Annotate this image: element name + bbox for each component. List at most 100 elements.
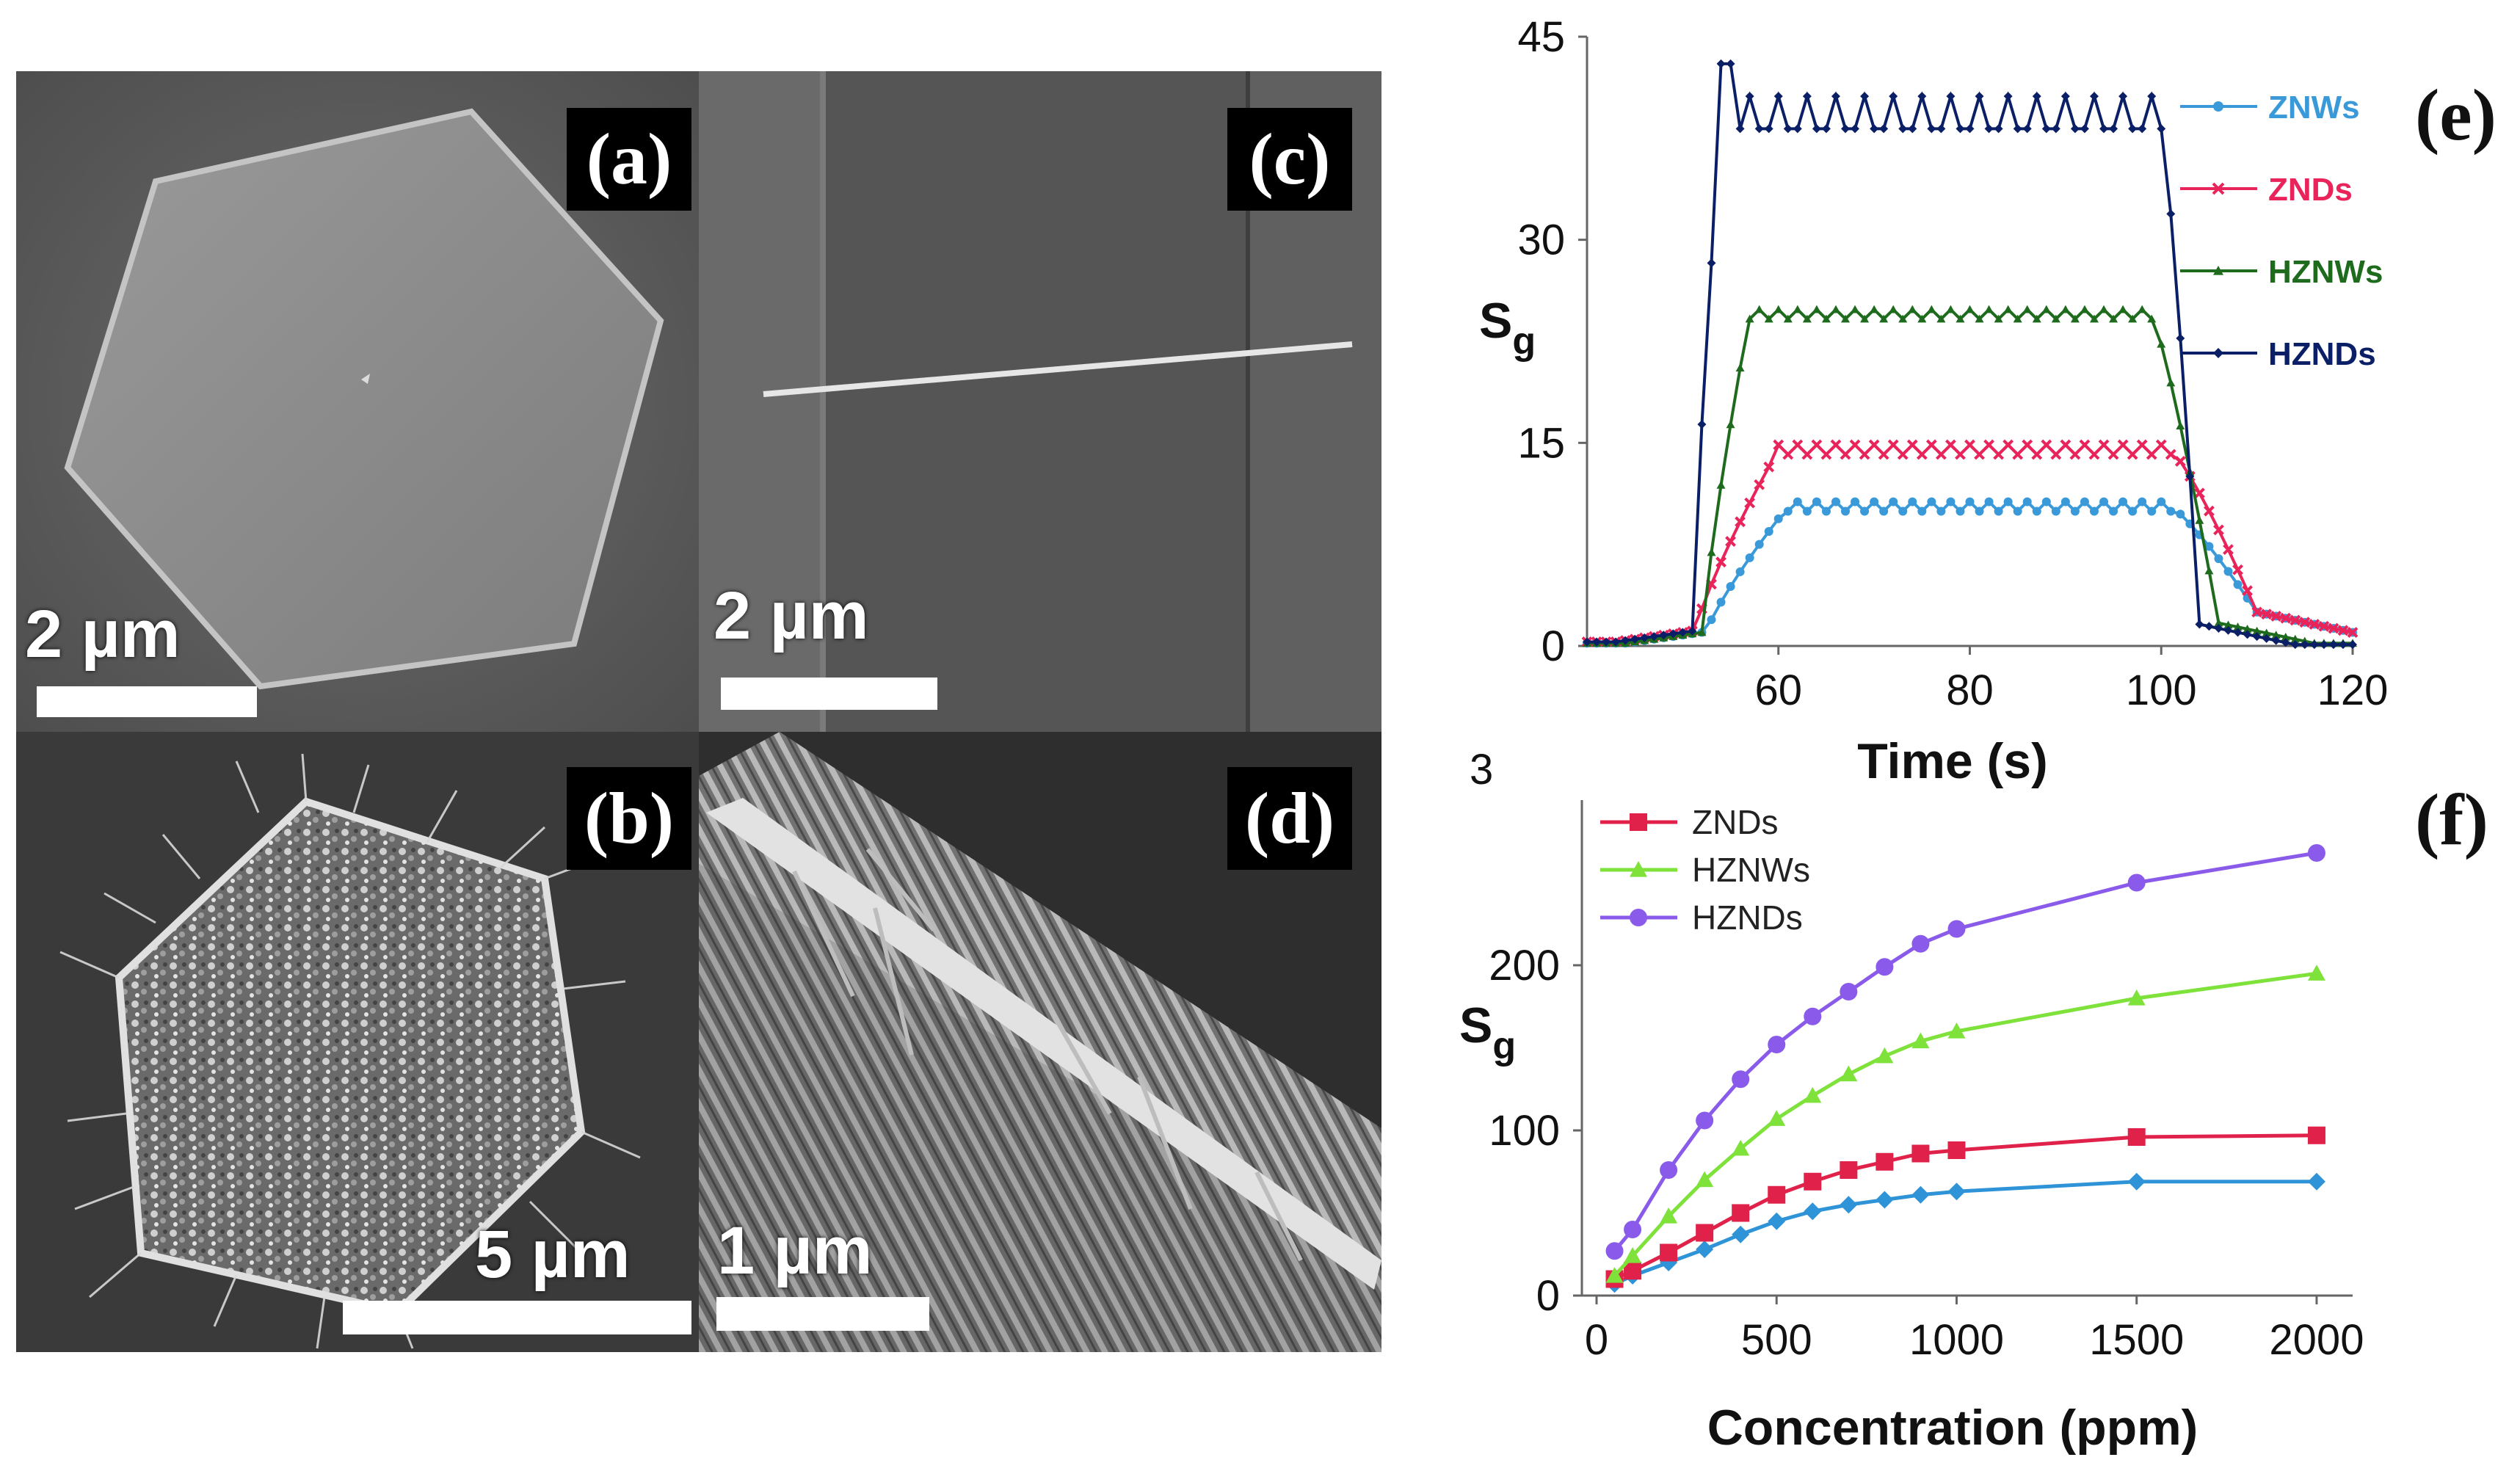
chart-e-point-HZNWs xyxy=(1716,480,1726,489)
chart-e-point-ZNWs xyxy=(1870,497,1879,506)
chart-f-point-HZNDs xyxy=(1876,958,1894,976)
chart-e-point-ZNWs xyxy=(2099,497,2109,506)
chart-f-point-ZNDs xyxy=(1732,1204,1750,1222)
hexagon-plate xyxy=(64,108,664,690)
chart-e-point-HZNDs xyxy=(1773,92,1783,101)
chart-e-point-ZNDs xyxy=(2041,439,2052,451)
chart-e-point-HZNDs xyxy=(2214,624,2223,633)
nanowire-stem xyxy=(706,798,1381,1290)
chart-e-point-ZNDs xyxy=(1955,448,1966,460)
chart-e-legend-marker xyxy=(2213,348,2223,358)
chart-f-point-HZNWs xyxy=(1840,1065,1858,1082)
chart-e-point-HZNDs xyxy=(2309,640,2319,650)
chart-e-point-ZNDs xyxy=(1763,461,1775,473)
chart-f-point-ZNDs xyxy=(1660,1243,1678,1262)
chart-f-point-HZNDs xyxy=(2307,844,2325,862)
chart-e-point-ZNWs xyxy=(2051,506,2060,516)
chart-e-point-ZNDs xyxy=(2318,620,2330,632)
chart-e-point-ZNWs xyxy=(2223,567,2233,576)
nanowire xyxy=(763,341,1353,397)
chart-e-point-ZNDs xyxy=(1830,439,1842,451)
chart-f-series-line-ZNWs xyxy=(1613,1180,2317,1286)
chart-f-point-HZNWs xyxy=(1660,1207,1678,1224)
chart-e-point-HZNDs xyxy=(2319,640,2328,650)
chart-e-point-HZNDs xyxy=(1812,124,1821,134)
chart-e-point-ZNDs xyxy=(1773,439,1784,451)
chart-e-point-HZNDs xyxy=(2252,632,2262,642)
chart-e-panel-label: (e) xyxy=(2415,74,2497,156)
chart-e-point-ZNDs xyxy=(2117,439,2129,451)
sem-panel-a: (a) 2 µm xyxy=(16,71,699,732)
panel-label-b: (b) xyxy=(567,767,691,870)
chart-e-point-HZNWs xyxy=(1726,420,1735,429)
chart-f-x-label: Concentration (ppm) xyxy=(1707,1400,2198,1456)
chart-e-point-ZNDs xyxy=(2193,487,2205,499)
chart-f-point-ZNDs xyxy=(1876,1152,1894,1171)
chart-f: 0 100 200 0 500 1000 1500 2000 3 Concentration… xyxy=(1459,746,2488,1456)
chart-e-point-ZNWs xyxy=(1735,567,1745,576)
chart-e-point-HZNWs xyxy=(2128,314,2138,323)
chart-e-point-HZNDs xyxy=(2204,622,2214,631)
chart-f-point-ZNDs xyxy=(1768,1185,1786,1204)
chart-e-point-ZNDs xyxy=(1906,439,1918,451)
chart-e-legend-label: ZNWs xyxy=(2268,90,2360,126)
chart-e-point-HZNWs xyxy=(1851,305,1860,313)
chart-e-point-ZNDs xyxy=(1725,536,1736,547)
chart-e-point-ZNWs xyxy=(2214,554,2223,564)
panel-label-a: (a) xyxy=(567,108,691,211)
chart-e-point-HZNDs xyxy=(2138,124,2147,134)
chart-e-point-ZNWs xyxy=(1764,526,1773,536)
chart-f-point-ZNDs xyxy=(1947,1141,1966,1159)
chart-e-point-HZNWs xyxy=(2290,634,2300,643)
chart-e-point-ZNDs xyxy=(1945,439,1956,451)
chart-e-point-ZNDs xyxy=(1859,448,1870,460)
chart-f-legend-label: HZNDs xyxy=(1692,898,1803,937)
chart-e-legend-marker xyxy=(2213,266,2223,275)
chart-e-point-HZNWs xyxy=(1831,305,1840,313)
chart-e-point-HZNDs xyxy=(2080,124,2089,134)
chart-e-point-ZNWs xyxy=(1994,506,2003,516)
chart-e-point-HZNDs xyxy=(1879,124,1889,134)
chart-e-point-HZNDs xyxy=(2089,92,2099,101)
chart-e-point-HZNWs xyxy=(2204,566,2214,575)
chart-e-point-HZNDs xyxy=(2128,124,2138,134)
chart-f-point-ZNWs xyxy=(1840,1196,1858,1214)
chart-f-point-HZNDs xyxy=(1696,1111,1714,1130)
chart-e-point-HZNWs xyxy=(2013,314,2022,323)
chart-e-point-ZNDs xyxy=(1897,448,1909,460)
chart-e-point-ZNDs xyxy=(2204,505,2215,517)
sem-panel-c: (c) 2 µm xyxy=(699,71,1381,732)
chart-f-point-HZNDs xyxy=(1732,1070,1750,1089)
chart-e-point-ZNWs xyxy=(2022,497,2032,506)
chart-e-point-ZNDs xyxy=(2299,617,2311,628)
chart-e-point-ZNWs xyxy=(1726,581,1735,591)
chart-e-point-HZNDs xyxy=(2271,636,2281,645)
chart-e-point-ZNDs xyxy=(1840,448,1851,460)
chart-e-point-ZNWs xyxy=(1754,540,1764,549)
chart-e-point-HZNWs xyxy=(1783,314,1793,323)
scale-label-b: 5 µm xyxy=(475,1217,631,1292)
chart-e-point-ZNWs xyxy=(2147,506,2157,516)
chart-f-y-tick-label: 0 xyxy=(1536,1272,1560,1320)
chart-e-point-ZNDs xyxy=(2223,544,2234,556)
chart-f-point-ZNWs xyxy=(1947,1183,1966,1201)
chart-e-point-HZNWs xyxy=(2214,618,2223,627)
chart-e-point-ZNWs xyxy=(1860,506,1870,516)
chart-e-legend-marker xyxy=(2213,101,2223,112)
chart-e-point-HZNWs xyxy=(1975,314,1984,323)
chart-e-point-ZNDs xyxy=(1925,439,1937,451)
chart-e-point-HZNDs xyxy=(1640,633,1649,642)
chart-e: 0 15 30 45 60 80 100 120 Time (s) Sg (e) ZNWs Z… xyxy=(1479,13,2497,789)
chart-e-point-HZNWs xyxy=(2223,620,2233,629)
chart-e-point-ZNWs xyxy=(1851,497,1860,506)
chart-e-point-HZNDs xyxy=(1668,629,1678,639)
chart-f-point-HZNDs xyxy=(1768,1036,1786,1053)
chart-e-point-ZNWs xyxy=(1745,553,1754,562)
chart-e-point-ZNWs xyxy=(2166,506,2176,516)
sem-panel-d: (d) 1 µm xyxy=(699,732,1381,1352)
chart-e-point-ZNWs xyxy=(1821,506,1831,516)
chart-e-point-ZNWs xyxy=(1946,497,1956,506)
chart-e-point-ZNDs xyxy=(2328,622,2339,634)
chart-e-point-HZNDs xyxy=(2032,92,2041,101)
